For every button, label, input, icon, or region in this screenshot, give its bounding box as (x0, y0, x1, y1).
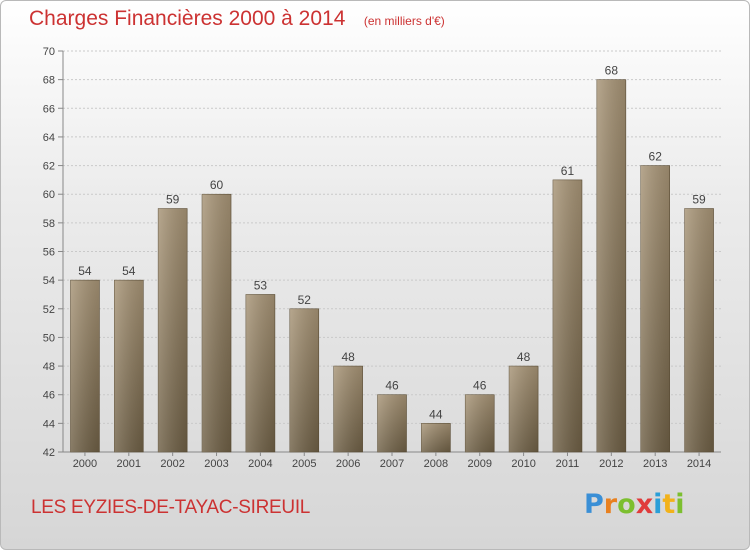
y-tick-label: 46 (43, 390, 55, 402)
x-tick-label: 2000 (73, 458, 97, 470)
commune-name: LES EYZIES-DE-TAYAC-SIREUIL (31, 497, 311, 518)
bar-shade (289, 308, 319, 452)
x-tick-label: 2013 (643, 458, 667, 470)
data-label: 48 (341, 350, 355, 364)
x-tick-label: 2008 (424, 458, 448, 470)
y-tick-label: 48 (43, 361, 55, 373)
y-tick-label: 66 (43, 103, 55, 115)
y-tick-label: 44 (43, 418, 55, 430)
logo-letter: t (662, 489, 676, 520)
data-label: 62 (649, 150, 663, 164)
data-label: 59 (166, 193, 180, 207)
data-label: 46 (473, 379, 487, 393)
bar-shade (509, 366, 539, 452)
y-tick-label: 58 (43, 218, 55, 230)
bar-shade (552, 179, 582, 452)
data-label: 54 (78, 264, 92, 278)
bar-shade (245, 294, 275, 452)
logo-letter: r (603, 489, 618, 520)
x-tick-label: 2007 (380, 458, 404, 470)
bar-shade (596, 79, 626, 453)
bar-shade (421, 423, 451, 452)
data-label: 52 (298, 293, 312, 307)
data-label: 44 (429, 407, 443, 421)
y-tick-label: 42 (43, 447, 55, 459)
y-tick-label: 70 (43, 46, 55, 58)
x-tick-label: 2014 (687, 458, 711, 470)
data-label: 61 (561, 164, 575, 178)
bar-shade (465, 394, 495, 452)
bar-shade (640, 165, 670, 453)
x-tick-label: 2005 (292, 458, 316, 470)
y-tick-label: 52 (43, 304, 55, 316)
bar-shade (202, 194, 232, 452)
bar-shade (114, 280, 144, 452)
data-label: 46 (385, 379, 399, 393)
y-tick-label: 62 (43, 161, 55, 173)
data-label: 54 (122, 264, 136, 278)
logo-letter: i (653, 489, 663, 520)
chart-subtitle: (en milliers d'€) (363, 14, 445, 28)
x-tick-label: 2006 (336, 458, 360, 470)
logo-letter: P (584, 489, 604, 520)
y-tick-label: 56 (43, 247, 55, 259)
x-tick-label: 2011 (556, 458, 580, 470)
y-tick-label: 64 (43, 132, 55, 144)
logo-letter: i (675, 489, 685, 520)
logo-letter: o (617, 489, 636, 520)
data-label: 68 (605, 64, 619, 78)
chart-title: Charges Financières 2000 à 2014 (29, 7, 346, 30)
bar-shade (70, 280, 100, 452)
data-label: 60 (210, 178, 224, 192)
bar-shade (684, 208, 714, 452)
data-label: 53 (254, 278, 268, 292)
x-tick-label: 2010 (511, 458, 535, 470)
data-label: 59 (692, 193, 706, 207)
data-label: 48 (517, 350, 531, 364)
x-tick-label: 2003 (204, 458, 228, 470)
y-tick-label: 68 (43, 75, 55, 87)
x-tick-label: 2001 (117, 458, 141, 470)
title-block: Charges Financières 2000 à 2014 (en mill… (29, 7, 445, 31)
y-tick-label: 50 (43, 332, 55, 344)
x-tick-label: 2012 (599, 458, 623, 470)
x-tick-label: 2004 (248, 458, 272, 470)
proxiti-logo: Proxiti (584, 489, 685, 520)
y-tick-label: 60 (43, 189, 55, 201)
bar-shade (158, 208, 188, 452)
bar-shade (377, 394, 407, 452)
logo-letter: x (635, 489, 654, 520)
bar-shade (333, 366, 363, 452)
y-tick-label: 54 (43, 275, 55, 287)
x-tick-label: 2009 (467, 458, 491, 470)
x-tick-label: 2002 (160, 458, 184, 470)
